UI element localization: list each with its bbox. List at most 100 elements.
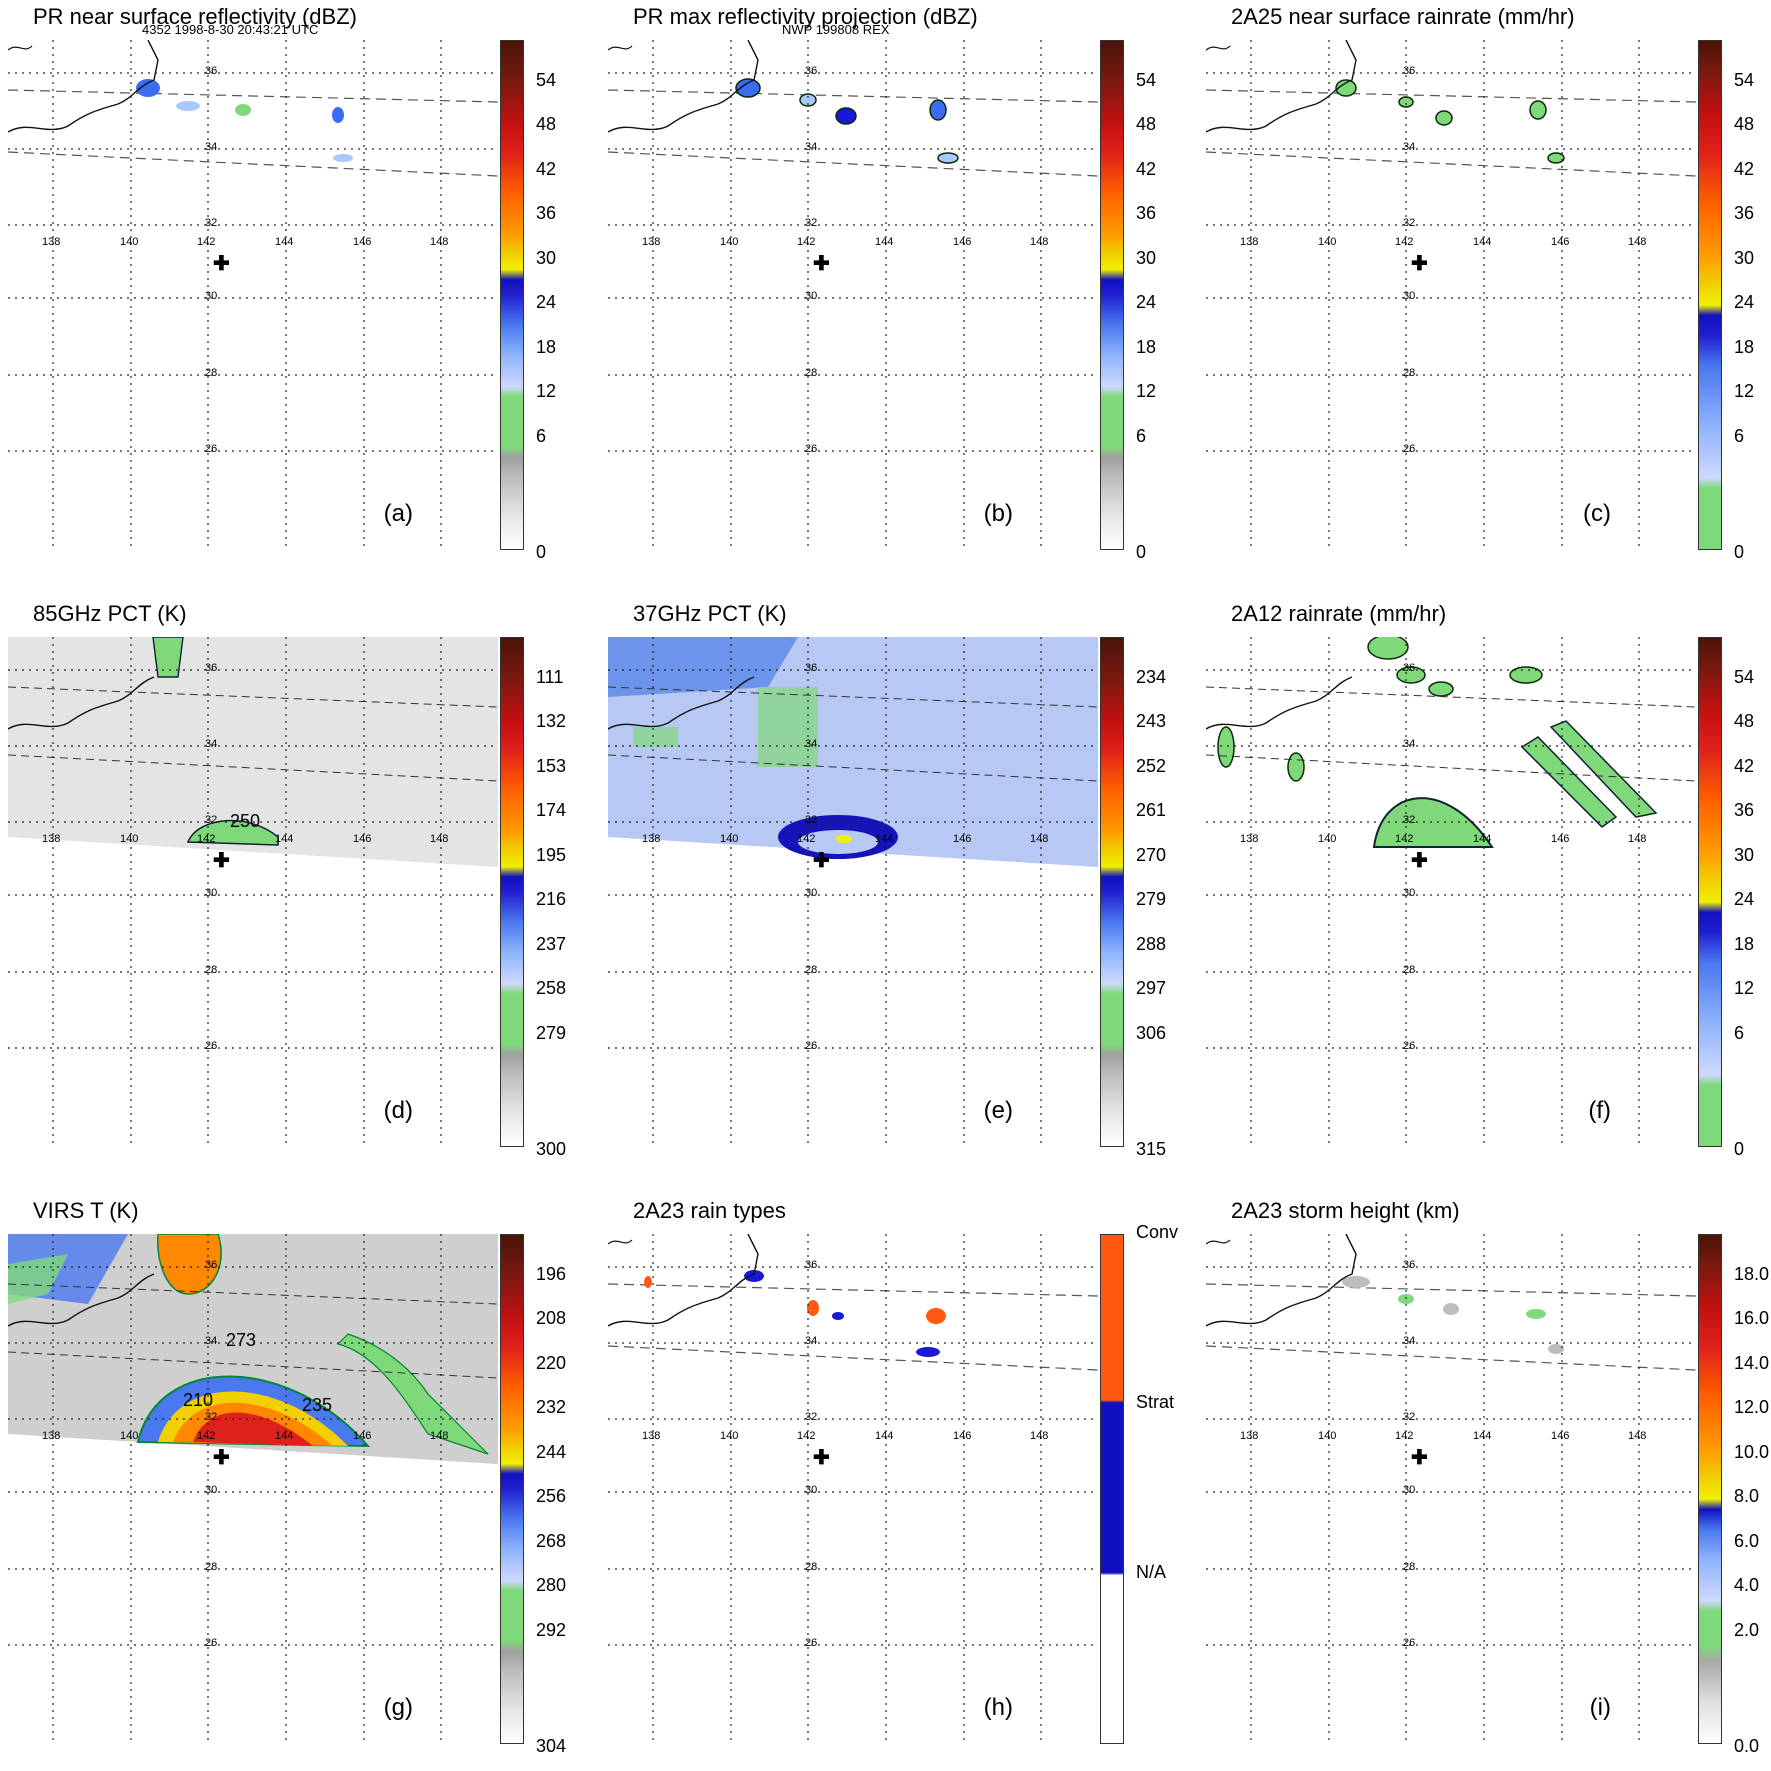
colorbar-tick: 48 bbox=[1136, 114, 1157, 135]
lat-label-34: 34 bbox=[205, 141, 217, 153]
rain-cell bbox=[735, 78, 761, 98]
lat-label-34: 34 bbox=[1403, 1335, 1415, 1347]
colorbar-tick: 30 bbox=[536, 247, 557, 268]
map-b: 36 34 32 30 28 26 138 140 142 144 146 148 ✚ bbox=[608, 40, 1098, 550]
lat-label-30: 30 bbox=[205, 1484, 217, 1496]
storm-center-marker: ✚ bbox=[1411, 1447, 1428, 1469]
coastline bbox=[8, 40, 159, 133]
colorbar-tick: 0 bbox=[536, 542, 547, 562]
rain-cell bbox=[1548, 1344, 1564, 1354]
colorbar-tick: 220 bbox=[536, 1352, 567, 1373]
panel-f: 36 34 32 30 28 26 138 140 142 144 146 148 ✚ 2A12 rain… bbox=[1198, 597, 1754, 1159]
panel-title: PR max reflectivity projection (dBZ) bbox=[633, 4, 978, 29]
rain-cell bbox=[744, 1270, 764, 1282]
lat-label-26: 26 bbox=[805, 1637, 817, 1649]
colorbar-tick: 54 bbox=[536, 70, 557, 90]
panel-title: 37GHz PCT (K) bbox=[633, 601, 787, 626]
lon-label-148: 148 bbox=[430, 236, 448, 248]
coastline bbox=[608, 40, 759, 133]
map-a: 36 34 32 30 28 26 138 140 142 144 146 148 ✚ bbox=[8, 40, 498, 550]
lat-label-32: 32 bbox=[1403, 1411, 1415, 1423]
colorbar bbox=[1100, 40, 1124, 550]
colorbar-tick: 12 bbox=[536, 381, 557, 402]
panel-letter: (g) bbox=[383, 1694, 413, 1721]
colorbar-tick: 12 bbox=[1734, 381, 1755, 402]
lat-label-34: 34 bbox=[1403, 141, 1415, 153]
lat-label-28: 28 bbox=[1403, 1561, 1415, 1573]
lat-label-32: 32 bbox=[805, 814, 817, 826]
colorbar-tick: 280 bbox=[536, 1575, 567, 1596]
colorbar-tick: 279 bbox=[1136, 889, 1167, 910]
lon-label-138: 138 bbox=[642, 1430, 660, 1442]
colorbar-tick: 30 bbox=[1734, 844, 1755, 865]
colorbar-tick: 0 bbox=[1734, 542, 1745, 562]
lon-label-138: 138 bbox=[42, 236, 60, 248]
coastline bbox=[1206, 676, 1353, 730]
colorbar bbox=[1100, 637, 1124, 1147]
lon-label-144: 144 bbox=[1473, 1430, 1491, 1442]
lon-label-138: 138 bbox=[642, 236, 660, 248]
colorbar-tick: 132 bbox=[536, 711, 567, 732]
lon-label-142: 142 bbox=[797, 1430, 815, 1442]
colorbar-tick: 12.0 bbox=[1734, 1397, 1770, 1418]
storm-center-marker: ✚ bbox=[813, 253, 830, 275]
colorbar-tick: 268 bbox=[536, 1530, 567, 1551]
rain-cell bbox=[1217, 726, 1235, 768]
lon-label-138: 138 bbox=[42, 1430, 60, 1442]
lat-label-32: 32 bbox=[805, 217, 817, 229]
colorbar-tick: 6 bbox=[1734, 425, 1745, 446]
lon-label-142: 142 bbox=[1395, 1430, 1413, 1442]
storm-center-marker: ✚ bbox=[213, 1447, 230, 1469]
lat-label-28: 28 bbox=[805, 1561, 817, 1573]
rain-cell bbox=[1335, 79, 1357, 97]
rain-cell bbox=[1342, 1276, 1370, 1288]
lon-label-146: 146 bbox=[1551, 1430, 1569, 1442]
colorbar-tick: 24 bbox=[536, 292, 557, 313]
rain-cell bbox=[832, 1312, 844, 1320]
panel-d: 250 36 34 32 30 28 26 138 140 142 144 146 148 ✚ 85GHz … bbox=[0, 597, 566, 1159]
contour-label-210: 210 bbox=[183, 1390, 213, 1410]
lat-label-26: 26 bbox=[205, 1637, 217, 1649]
coastline bbox=[608, 1234, 759, 1327]
lat-label-26: 26 bbox=[1403, 443, 1415, 455]
lon-label-146: 146 bbox=[353, 833, 371, 845]
lat-label-30: 30 bbox=[205, 887, 217, 899]
map-i: 36 34 32 30 28 26 138 140 142 144 146 148 ✚ bbox=[1206, 1234, 1696, 1744]
rain-cell bbox=[1547, 152, 1565, 164]
colorbar-tick: 6.0 bbox=[1734, 1530, 1760, 1551]
lon-label-148: 148 bbox=[1030, 236, 1048, 248]
lon-label-146: 146 bbox=[353, 236, 371, 248]
colorbar-tick: 244 bbox=[536, 1441, 567, 1462]
lat-label-32: 32 bbox=[1403, 217, 1415, 229]
colorbar-tick: 292 bbox=[536, 1619, 567, 1640]
lon-label-144: 144 bbox=[1473, 236, 1491, 248]
lat-label-36: 36 bbox=[1403, 1259, 1415, 1271]
lon-label-144: 144 bbox=[275, 236, 293, 248]
colorbar-tick: 18 bbox=[1734, 336, 1755, 357]
lon-label-144: 144 bbox=[275, 833, 293, 845]
colorbar-tick: 2.0 bbox=[1734, 1619, 1760, 1640]
colorbar-tick: 174 bbox=[536, 800, 567, 821]
lat-label-34: 34 bbox=[805, 1335, 817, 1347]
lat-label-34: 34 bbox=[805, 141, 817, 153]
colorbar-tick: 153 bbox=[536, 755, 567, 776]
contour-label-235: 235 bbox=[302, 1395, 332, 1415]
panel-letter: (f) bbox=[1588, 1097, 1611, 1124]
colorbar-tick: 234 bbox=[1136, 667, 1167, 687]
colorbar-tick: 208 bbox=[536, 1308, 567, 1329]
colorbar-tick: 232 bbox=[536, 1397, 567, 1418]
colorbar-tick: 297 bbox=[1136, 978, 1167, 999]
lon-label-138: 138 bbox=[1240, 1430, 1258, 1442]
lat-label-26: 26 bbox=[805, 443, 817, 455]
colorbar-tick: 36 bbox=[1136, 203, 1157, 224]
lat-label-34: 34 bbox=[205, 1335, 217, 1347]
lon-label-140: 140 bbox=[120, 833, 138, 845]
lon-label-146: 146 bbox=[1551, 833, 1569, 845]
rain-cell bbox=[235, 104, 251, 116]
colorbar-tick: 42 bbox=[1734, 755, 1755, 776]
colorbar-tick: 14.0 bbox=[1734, 1352, 1770, 1373]
rain-cell bbox=[926, 1308, 946, 1324]
colorbar bbox=[500, 1234, 524, 1744]
lon-label-146: 146 bbox=[953, 833, 971, 845]
colorbar-tick: 10.0 bbox=[1734, 1441, 1770, 1462]
